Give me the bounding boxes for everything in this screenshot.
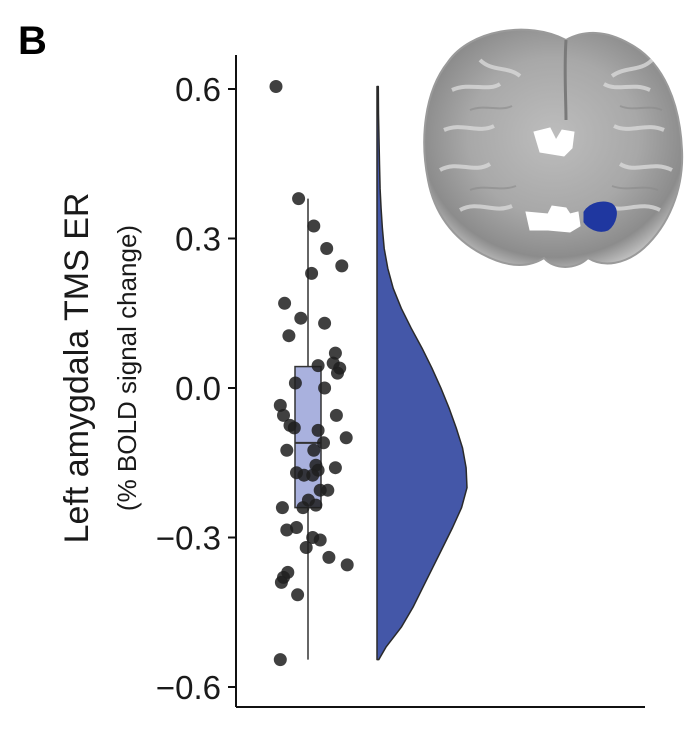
data-point [292, 192, 306, 206]
y-axis-title: Left amygdala TMS ER (% BOLD signal chan… [58, 193, 142, 544]
data-point [328, 461, 342, 475]
data-point [269, 80, 283, 93]
data-point [274, 575, 288, 589]
data-point [320, 242, 334, 255]
data-point [277, 408, 290, 422]
brain-coronal-slice-icon [423, 28, 684, 268]
data-point [296, 501, 310, 515]
density-shape [376, 85, 468, 661]
y-axis-ticks: −0.6 −0.3 0.0 0.3 0.6 [156, 71, 236, 706]
data-point [311, 423, 325, 437]
density-half-violin [376, 85, 468, 661]
y-tick-label: 0.6 [175, 71, 221, 108]
data-point [291, 588, 305, 602]
data-point [273, 653, 287, 667]
y-axis-label: Left amygdala TMS ER [58, 193, 96, 544]
data-point [280, 443, 294, 457]
data-point [339, 431, 353, 445]
data-point [278, 296, 292, 310]
data-point [294, 311, 308, 325]
data-point [307, 219, 321, 233]
panel-label: B [18, 19, 47, 63]
data-point [288, 376, 302, 390]
left-amygdala-roi [583, 201, 617, 232]
y-tick-label: 0.3 [175, 221, 221, 258]
data-point [331, 366, 344, 380]
data-point [290, 466, 303, 480]
data-point [322, 550, 336, 564]
data-point [317, 436, 330, 450]
data-point [299, 541, 313, 554]
data-point [318, 316, 332, 330]
data-point [305, 266, 319, 280]
data-point [340, 558, 354, 572]
data-point [307, 443, 321, 457]
y-tick-label: −0.3 [156, 520, 221, 557]
data-point [313, 533, 327, 547]
data-point [318, 381, 332, 395]
y-tick-label: −0.6 [156, 669, 221, 706]
data-point [309, 498, 323, 512]
data-point [328, 346, 342, 360]
data-points [269, 80, 354, 667]
data-point [282, 329, 296, 343]
data-point [329, 408, 343, 422]
y-tick-label: 0.0 [175, 370, 221, 407]
data-point [335, 259, 349, 273]
data-point [280, 523, 294, 537]
data-point [287, 421, 301, 435]
data-point [273, 398, 287, 412]
data-point [311, 359, 325, 373]
data-point [275, 501, 289, 515]
y-axis-sublabel: (% BOLD signal change) [112, 225, 142, 511]
data-point [313, 483, 327, 497]
